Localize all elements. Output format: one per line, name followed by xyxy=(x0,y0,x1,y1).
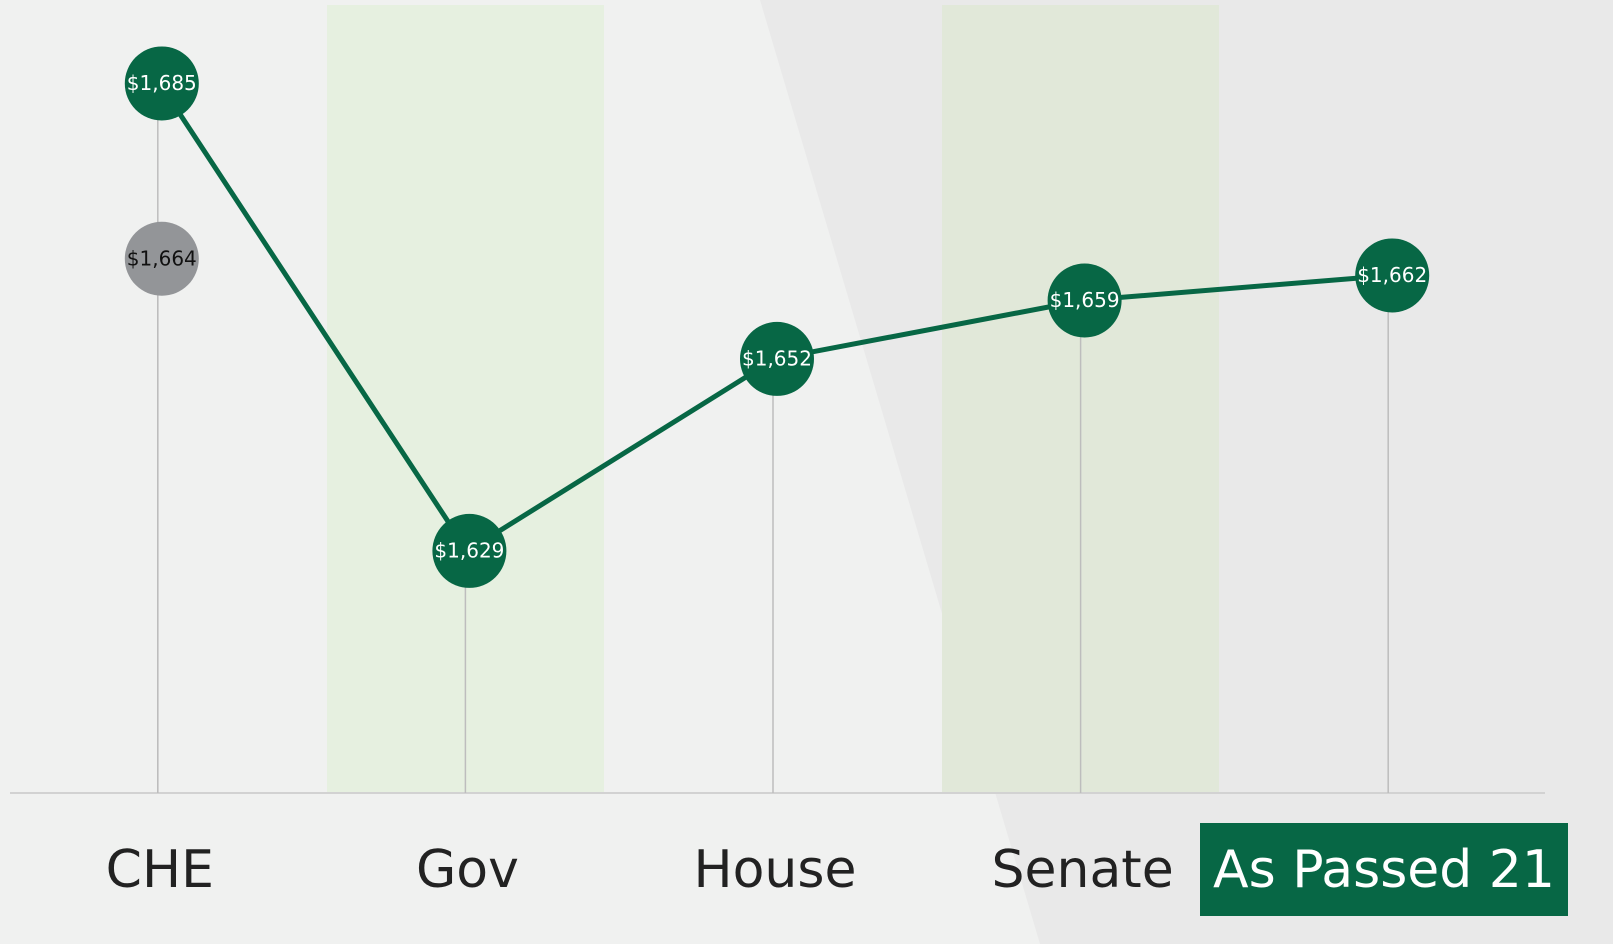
point xyxy=(1355,238,1430,313)
data-label: $1,664 xyxy=(127,246,197,270)
x-tick-label: As Passed 21 xyxy=(1213,840,1555,900)
x-tick-label: Gov xyxy=(416,840,519,900)
data-label: $1,652 xyxy=(742,346,812,370)
x-tick-label: Senate xyxy=(991,840,1173,900)
point xyxy=(124,221,199,296)
point xyxy=(1047,263,1122,338)
x-tick-label: CHE xyxy=(106,840,214,900)
point xyxy=(740,321,814,396)
point xyxy=(432,513,507,588)
data-label: $1,685 xyxy=(127,71,197,95)
x-tick-label: House xyxy=(694,840,857,900)
data-label: $1,662 xyxy=(1357,263,1427,287)
data-label: $1,629 xyxy=(434,538,504,562)
data-label: $1,659 xyxy=(1050,288,1120,312)
point xyxy=(124,46,199,121)
category-highlight xyxy=(1200,823,1568,916)
